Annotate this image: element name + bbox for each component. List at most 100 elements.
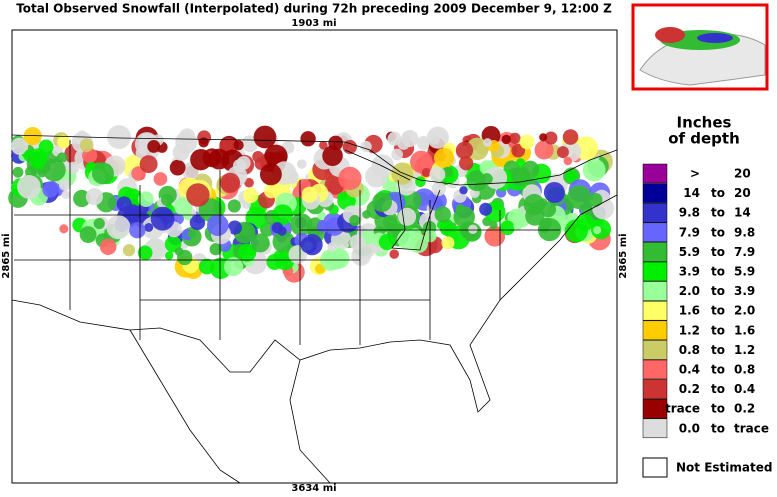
legend-to: to bbox=[711, 186, 725, 200]
legend-high: 1.2 bbox=[734, 343, 755, 357]
legend-to: to bbox=[711, 245, 725, 259]
snow-patch bbox=[513, 221, 523, 231]
snow-patch bbox=[489, 220, 498, 230]
snow-patch bbox=[23, 127, 42, 146]
snow-patch bbox=[436, 220, 447, 230]
snow-patch bbox=[106, 215, 131, 240]
snow-patch bbox=[582, 158, 606, 182]
snow-patch bbox=[187, 229, 197, 239]
legend-to: to bbox=[711, 421, 725, 435]
snow-patch bbox=[316, 220, 330, 233]
snow-patch bbox=[272, 230, 295, 253]
snow-patch bbox=[391, 148, 403, 161]
snow-patch bbox=[206, 214, 229, 236]
snow-patch bbox=[479, 202, 493, 216]
snow-patch bbox=[564, 219, 588, 243]
snow-patch bbox=[174, 247, 184, 256]
snow-patch bbox=[501, 134, 512, 145]
snow-patch bbox=[277, 226, 287, 236]
snow-patch bbox=[297, 159, 307, 169]
snow-patch bbox=[410, 150, 433, 174]
snow-patch bbox=[138, 191, 154, 208]
snow-patch bbox=[319, 141, 328, 150]
legend-low: 0.0 bbox=[679, 421, 700, 435]
snow-patch bbox=[244, 177, 254, 188]
snow-patch bbox=[85, 188, 103, 206]
snow-patch bbox=[58, 179, 71, 191]
snow-patch bbox=[172, 143, 190, 161]
legend-low: 1.6 bbox=[679, 304, 700, 318]
snow-patch bbox=[459, 186, 468, 195]
snow-patch bbox=[328, 135, 344, 151]
snow-patch bbox=[382, 215, 397, 230]
snow-patch bbox=[144, 222, 154, 232]
snow-patch bbox=[208, 148, 230, 170]
legend-title: Inches bbox=[677, 114, 732, 132]
snow-patch bbox=[150, 206, 175, 231]
legend-high: 14 bbox=[734, 206, 751, 220]
legend-to: to bbox=[711, 284, 725, 298]
snow-patch bbox=[371, 154, 395, 177]
legend-high: 9.8 bbox=[734, 225, 755, 239]
legend-low: 1.2 bbox=[679, 323, 700, 337]
legend-swatch bbox=[642, 242, 668, 262]
legend-low: 3.9 bbox=[679, 265, 700, 279]
legend-to: to bbox=[711, 382, 725, 396]
snow-patch bbox=[434, 206, 451, 223]
snow-patch bbox=[238, 243, 257, 262]
snow-patch bbox=[122, 244, 136, 257]
snow-patch bbox=[300, 131, 316, 147]
snow-patch bbox=[79, 138, 94, 153]
snow-patch bbox=[243, 187, 259, 204]
snow-patch bbox=[431, 181, 446, 196]
legend-swatch bbox=[642, 379, 668, 399]
snow-patch bbox=[389, 249, 399, 259]
legend-low: 9.8 bbox=[679, 206, 700, 220]
snow-patch bbox=[29, 150, 49, 170]
snow-patch bbox=[153, 172, 168, 186]
snow-patch bbox=[387, 131, 402, 146]
legend-to: to bbox=[711, 265, 725, 279]
legend-high: 1.6 bbox=[734, 323, 755, 337]
snow-patch bbox=[329, 248, 350, 269]
snow-patch bbox=[511, 166, 531, 187]
snow-patch bbox=[250, 233, 270, 253]
legend-high: 2.0 bbox=[734, 304, 755, 318]
snow-patch bbox=[434, 148, 455, 169]
snow-patch bbox=[426, 126, 449, 149]
legend-high: 20 bbox=[734, 186, 751, 200]
legend-swatch bbox=[642, 222, 668, 243]
legend-swatch bbox=[642, 300, 668, 321]
snow-patch bbox=[511, 143, 526, 158]
snow-patch bbox=[139, 155, 158, 174]
snow-patch bbox=[481, 173, 493, 185]
snow-patch bbox=[73, 189, 91, 208]
legend-to: to bbox=[711, 343, 725, 357]
snow-patch bbox=[10, 137, 29, 155]
snowfall-map bbox=[8, 29, 618, 484]
legend-low: 0.4 bbox=[679, 363, 700, 377]
inset-map bbox=[627, 2, 773, 92]
snow-patch bbox=[543, 181, 565, 203]
snow-patch bbox=[565, 170, 578, 183]
snow-patch bbox=[253, 125, 277, 149]
legend-swatch bbox=[642, 359, 668, 380]
legend-high: 7.9 bbox=[734, 245, 755, 259]
legend-swatch bbox=[642, 163, 668, 184]
snow-patch bbox=[116, 196, 132, 212]
snow-patch bbox=[391, 162, 414, 185]
snow-patch bbox=[57, 135, 71, 149]
snow-patch bbox=[129, 222, 146, 239]
snow-patch bbox=[427, 191, 447, 211]
snow-patch bbox=[179, 128, 196, 145]
snow-patch bbox=[588, 192, 603, 207]
snow-patch bbox=[137, 245, 153, 261]
snow-patch bbox=[160, 193, 174, 206]
snow-patch bbox=[327, 242, 338, 252]
legend-to: to bbox=[711, 363, 725, 377]
snow-patch bbox=[562, 129, 579, 145]
snow-patch bbox=[378, 233, 396, 251]
legend-swatch bbox=[642, 398, 668, 419]
snow-patch bbox=[91, 162, 114, 185]
snow-patch bbox=[198, 137, 209, 148]
